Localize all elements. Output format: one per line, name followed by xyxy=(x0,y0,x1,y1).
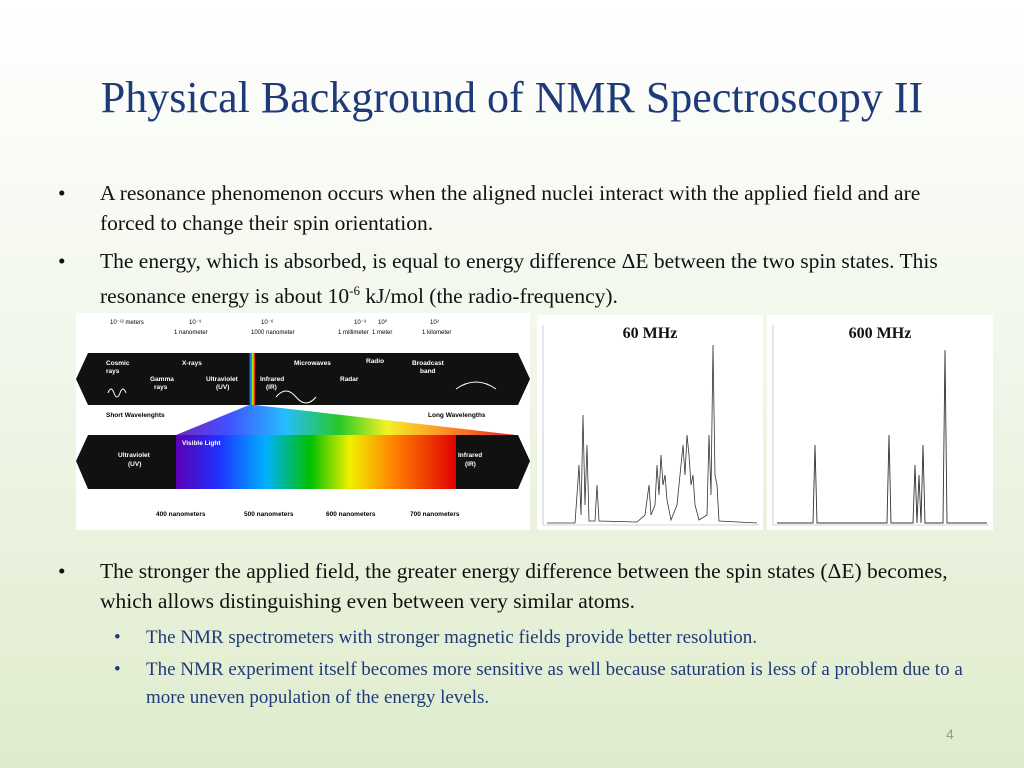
band-label: (IR) xyxy=(266,384,277,391)
visible-spectrum xyxy=(176,435,456,489)
band-label: Radio xyxy=(366,358,384,365)
nmr-spectrum-60mhz: 60 MHz xyxy=(537,315,763,530)
bullet-glyph: • xyxy=(58,181,66,205)
band-label: (UV) xyxy=(216,384,229,391)
superscript: -6 xyxy=(349,283,361,298)
bullet-text: A resonance phenomenon occurs when the a… xyxy=(100,181,921,235)
scale-label: 10⁻⁹ xyxy=(189,319,202,326)
band-label: Radar xyxy=(340,376,359,383)
slide-title: Physical Background of NMR Spectroscopy … xyxy=(100,73,924,122)
sub-bullet-text: The NMR spectrometers with stronger magn… xyxy=(146,627,758,648)
spectrum-label: 60 MHz xyxy=(622,325,678,342)
scale-label: 10³ xyxy=(430,320,439,326)
nmr-spectrum-600mhz: 600 MHz xyxy=(767,315,993,530)
bullet-item: • The energy, which is absorbed, is equa… xyxy=(58,246,968,311)
unit-label: 1 meter xyxy=(372,330,392,336)
band-label: X-rays xyxy=(182,360,202,367)
bullet-text: The stronger the applied field, the grea… xyxy=(100,559,948,613)
scale-label: 10⁻⁶ xyxy=(261,319,274,326)
electromagnetic-spectrum-figure: 10⁻¹² meters 10⁻⁹ 10⁻⁶ 10⁻³ 10⁰ 10³ 1 na… xyxy=(76,313,530,530)
spectrum-trace xyxy=(777,349,987,524)
scale-label: 10⁻³ xyxy=(354,320,366,326)
sub-bullet-text: The NMR experiment itself becomes more s… xyxy=(146,659,963,708)
ir-label: (IR) xyxy=(465,461,476,468)
band-label: Cosmic xyxy=(106,360,130,367)
sub-bullet-glyph: • xyxy=(114,627,121,648)
nm-tick: 500 nanometers xyxy=(244,511,294,518)
unit-label: 1000 nanometer xyxy=(251,330,295,336)
uv-label: (UV) xyxy=(128,461,141,468)
nm-tick: 400 nanometers xyxy=(156,511,206,518)
unit-label: 1 kilometer xyxy=(422,330,451,336)
uv-label: Ultraviolet xyxy=(118,452,151,459)
band-label: band xyxy=(420,368,436,375)
band-label: Broadcast xyxy=(412,360,445,367)
page-number: 4 xyxy=(946,726,954,742)
bullet-item: • A resonance phenomenon occurs when the… xyxy=(58,178,968,238)
top-bullet-list: • A resonance phenomenon occurs when the… xyxy=(58,178,968,319)
long-wavelength-label: Long Wavelengths xyxy=(428,412,486,419)
nm-tick: 600 nanometers xyxy=(326,511,376,518)
spectrum-label: 600 MHz xyxy=(848,325,912,342)
spectrum-band xyxy=(76,353,530,405)
ir-label: Infrared xyxy=(458,452,482,459)
bullet-glyph: • xyxy=(58,559,66,583)
bullet-glyph: • xyxy=(58,249,66,273)
scale-label: 10⁻¹² meters xyxy=(110,320,144,326)
bottom-bullet-list: • The stronger the applied field, the gr… xyxy=(58,556,968,716)
sub-bullet-item: • The NMR experiment itself becomes more… xyxy=(58,656,968,712)
sub-bullet-glyph: • xyxy=(114,659,121,680)
band-label: Microwaves xyxy=(294,360,331,367)
nm-tick: 700 nanometers xyxy=(410,511,460,518)
band-label: Infrared xyxy=(260,376,284,383)
scale-label: 10⁰ xyxy=(378,319,388,326)
bullet-item: • The stronger the applied field, the gr… xyxy=(58,556,968,616)
bullet-text: The energy, which is absorbed, is equal … xyxy=(100,249,938,309)
band-label: Gamma xyxy=(150,376,174,383)
spectrum-trace xyxy=(547,344,758,524)
unit-label: 1 millimeter xyxy=(338,330,369,336)
band-label: rays xyxy=(106,368,120,375)
sub-bullet-item: • The NMR spectrometers with stronger ma… xyxy=(58,624,968,652)
band-label: rays xyxy=(154,384,168,391)
unit-label: 1 nanometer xyxy=(174,330,208,336)
band-label: Ultraviolet xyxy=(206,376,239,383)
visible-label: Visible Light xyxy=(182,440,221,447)
short-wavelength-label: Short Wavelenghts xyxy=(106,412,165,419)
